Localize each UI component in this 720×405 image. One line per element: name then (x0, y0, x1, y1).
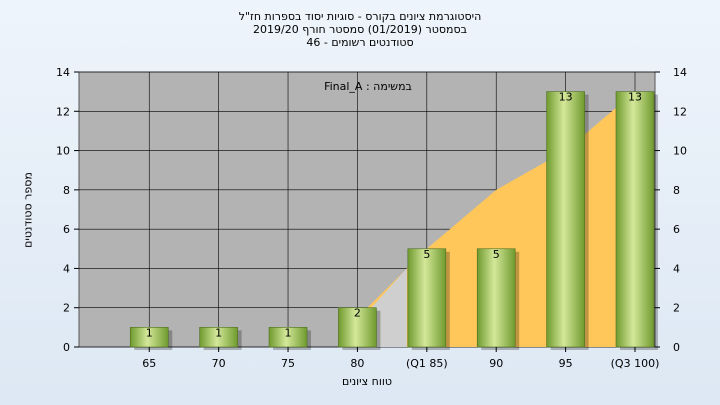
x-tick-label: 70 (212, 357, 226, 370)
bar-value-label: 13 (628, 91, 642, 104)
x-tick-label: 80 (350, 357, 364, 370)
bar (476, 248, 516, 348)
bar-value-label: 2 (354, 307, 361, 320)
x-tick-label: 65 (142, 357, 156, 370)
bar-value-label: 5 (493, 248, 500, 261)
y-tick-label-right: 2 (673, 302, 680, 315)
bar-value-label: 1 (215, 326, 222, 339)
x-tick-label: 90 (489, 357, 503, 370)
title-line-1: היסטוגרמת ציונים בקורס - סוגיות יסוד בספ… (238, 10, 482, 23)
bar (407, 248, 447, 348)
bar (546, 91, 585, 348)
x-tick-label: (Q1 85) (406, 357, 448, 370)
y-tick-label-left: 2 (63, 302, 70, 315)
y-tick-label-left: 10 (56, 145, 70, 158)
title-line-2: בסמסטר (01/2019) סמסטר חורף 2019/20 (253, 23, 467, 36)
y-axis-label: מספר סטודנטים (21, 172, 35, 248)
y-tick-label-left: 0 (63, 341, 70, 354)
y-tick-label-left: 12 (56, 105, 70, 118)
x-tick-label: 95 (559, 357, 573, 370)
y-tick-label-left: 8 (63, 184, 70, 197)
bar-value-label: 1 (285, 326, 292, 339)
y-tick-label-left: 6 (63, 223, 70, 236)
bar-value-label: 13 (559, 91, 573, 104)
y-tick-label-right: 8 (673, 184, 680, 197)
y-tick-label-right: 14 (673, 66, 687, 79)
title-line-3: סטודנטים רשומים - 46 (306, 36, 414, 49)
y-tick-label-right: 12 (673, 105, 687, 118)
x-axis-label: טווח ציונים (342, 375, 392, 388)
bar-value-label: 5 (423, 248, 430, 261)
x-tick-label: (Q3 100) (611, 357, 660, 370)
y-tick-label-left: 14 (56, 66, 70, 79)
y-tick-label-left: 4 (63, 262, 70, 275)
bar (615, 91, 655, 348)
y-tick-label-right: 6 (673, 223, 680, 236)
y-tick-label-right: 10 (673, 145, 687, 158)
x-tick-label: 75 (281, 357, 295, 370)
y-tick-label-right: 4 (673, 262, 680, 275)
chart-title: היסטוגרמת ציונים בקורס - סוגיות יסוד בספ… (0, 10, 720, 49)
y-tick-label-right: 0 (673, 341, 680, 354)
bar-value-label: 1 (146, 326, 153, 339)
bar (338, 307, 377, 348)
legend-label: במשימה : Final_A (324, 80, 412, 93)
